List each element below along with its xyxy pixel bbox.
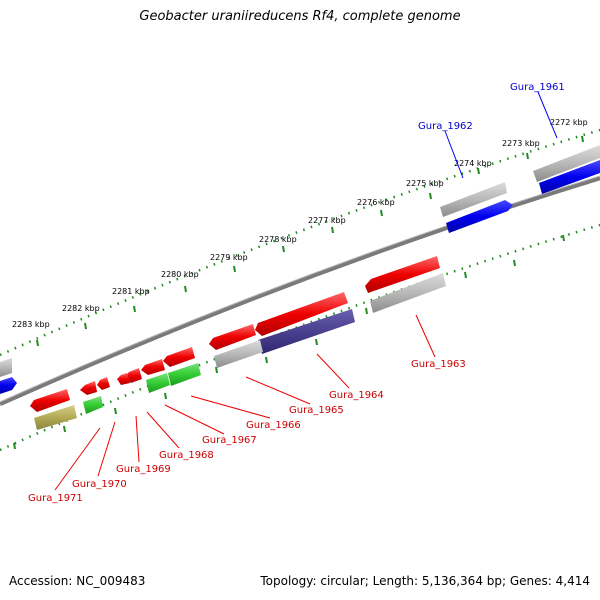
outer-major-ticks xyxy=(36,135,584,347)
outer-tick-2276 xyxy=(380,209,383,217)
leader-line-gura-1971 xyxy=(54,427,101,491)
inner-tick-k xyxy=(63,425,66,433)
leader-lines-forward xyxy=(444,91,558,179)
inner-tick-j xyxy=(114,407,117,415)
outer-tick-2278 xyxy=(282,245,285,253)
outer-tick-2272 xyxy=(581,135,584,143)
tick-label: 2273 kbp xyxy=(502,139,540,148)
gene-label-gura-1971: Gura_1971 xyxy=(28,493,83,504)
feature-green-reverse xyxy=(168,363,201,386)
leader-line-gura-1969 xyxy=(135,415,140,463)
feature-cds-grey-forward xyxy=(0,358,12,377)
gene-feature-gura-1964 xyxy=(255,292,348,336)
reverse-features xyxy=(30,256,446,430)
inner-tick-g xyxy=(265,356,268,364)
feature-green-reverse xyxy=(83,396,103,414)
leader-lines-reverse xyxy=(54,314,436,491)
gene-feature-gura-1970-b xyxy=(80,381,97,395)
gene-label-gura-1966: Gura_1966 xyxy=(246,420,301,431)
outer-tick-2275 xyxy=(429,192,432,200)
feature-purple-reverse xyxy=(258,309,355,354)
leader-line-gura-1968 xyxy=(146,411,180,449)
tick-label: 2276 kbp xyxy=(357,198,395,207)
outer-tick-2280 xyxy=(184,285,187,293)
leader-line-gura-1967 xyxy=(164,404,225,435)
gene-label-gura-1969: Gura_1969 xyxy=(116,464,171,475)
genome-backbone-highlight xyxy=(0,175,600,403)
leader-line-gura-1970 xyxy=(97,421,116,477)
feature-olive-reverse xyxy=(34,405,77,430)
leader-line-gura-1963 xyxy=(415,314,436,358)
gene-label-gura-1963: Gura_1963 xyxy=(411,359,466,370)
outer-tick-2279 xyxy=(233,265,236,273)
gene-label-gura-1965: Gura_1965 xyxy=(289,405,344,416)
gene-label-gura-1962: Gura_1962 xyxy=(418,121,473,132)
map-title: Geobacter uraniireducens Rf4, complete g… xyxy=(139,9,461,24)
tick-label: 2281 kbp xyxy=(112,287,150,296)
outer-tick-2273 xyxy=(526,152,529,160)
outer-tick-2274 xyxy=(477,167,480,175)
tick-label: 2283 kbp xyxy=(12,320,50,329)
feature-cds-grey-forward xyxy=(440,182,507,217)
accession-text: Accession: NC_009483 xyxy=(9,574,146,588)
gene-feature-forward-left xyxy=(0,377,17,394)
gene-feature-gura-1961 xyxy=(539,160,600,194)
tick-label: 2280 kbp xyxy=(161,270,199,279)
feature-cds-grey-reverse xyxy=(214,340,263,368)
gene-label-gura-1968: Gura_1968 xyxy=(159,450,214,461)
inner-tick-l xyxy=(13,442,16,450)
tick-label: 2282 kbp xyxy=(62,304,100,313)
gene-feature-gura-1969 xyxy=(117,373,130,385)
tick-label: 2278 kbp xyxy=(259,235,297,244)
genome-summary-text: Topology: circular; Length: 5,136,364 bp… xyxy=(260,574,590,588)
outer-tick-2277 xyxy=(331,226,334,234)
tick-label: 2275 kbp xyxy=(406,179,444,188)
gene-feature-gura-1970 xyxy=(97,377,110,390)
inner-tick-c xyxy=(464,271,467,279)
gene-feature-gura-1966 xyxy=(163,347,195,367)
inner-tick-a xyxy=(562,234,565,242)
forward-features xyxy=(0,145,600,394)
outer-tick-2282 xyxy=(84,322,87,330)
leader-line-gura-1964 xyxy=(316,353,350,389)
inner-tick-i xyxy=(164,392,167,400)
feature-cds-grey-reverse xyxy=(370,273,446,313)
gene-feature-gura-1963 xyxy=(365,256,440,293)
outer-tick-2283 xyxy=(36,339,39,347)
feature-cds-grey-forward xyxy=(533,145,600,182)
inner-tick-f xyxy=(315,338,318,346)
tick-label: 2274 kbp xyxy=(454,159,492,168)
gene-label-gura-1967: Gura_1967 xyxy=(202,435,257,446)
gene-feature-gura-1967 xyxy=(141,359,165,375)
leader-line-gura-1961 xyxy=(537,91,558,139)
leader-line-gura-1965 xyxy=(245,376,311,405)
gene-feature-gura-1968 xyxy=(125,368,142,383)
genome-backbone xyxy=(0,175,600,407)
gene-feature-gura-1962 xyxy=(446,200,513,233)
gene-labels-reverse: Gura_1963 Gura_1964 Gura_1965 Gura_1966 … xyxy=(28,359,466,504)
inner-tick-ring xyxy=(0,223,600,452)
tick-label: 2272 kbp xyxy=(550,118,588,127)
feature-green-reverse xyxy=(146,373,170,393)
leader-line-gura-1966 xyxy=(190,395,271,419)
tick-label: 2277 kbp xyxy=(308,216,346,225)
gene-label-gura-1961: Gura_1961 xyxy=(510,82,565,93)
inner-tick-e xyxy=(365,307,368,315)
tick-label: 2279 kbp xyxy=(210,253,248,262)
leader-line-gura-1962 xyxy=(444,130,464,179)
outer-tick-ring xyxy=(0,128,600,357)
outer-tick-2281 xyxy=(133,305,136,313)
tick-labels: 2272 kbp 2273 kbp 2274 kbp 2275 kbp 2276… xyxy=(12,118,588,329)
inner-tick-h xyxy=(215,366,218,374)
gene-label-gura-1964: Gura_1964 xyxy=(329,390,384,401)
gene-label-gura-1970: Gura_1970 xyxy=(72,479,127,490)
gene-feature-gura-1965 xyxy=(209,324,256,350)
gene-feature-gura-1971 xyxy=(30,389,70,412)
gene-labels-forward: Gura_1961 Gura_1962 xyxy=(418,82,565,132)
inner-tick-b xyxy=(513,259,516,267)
